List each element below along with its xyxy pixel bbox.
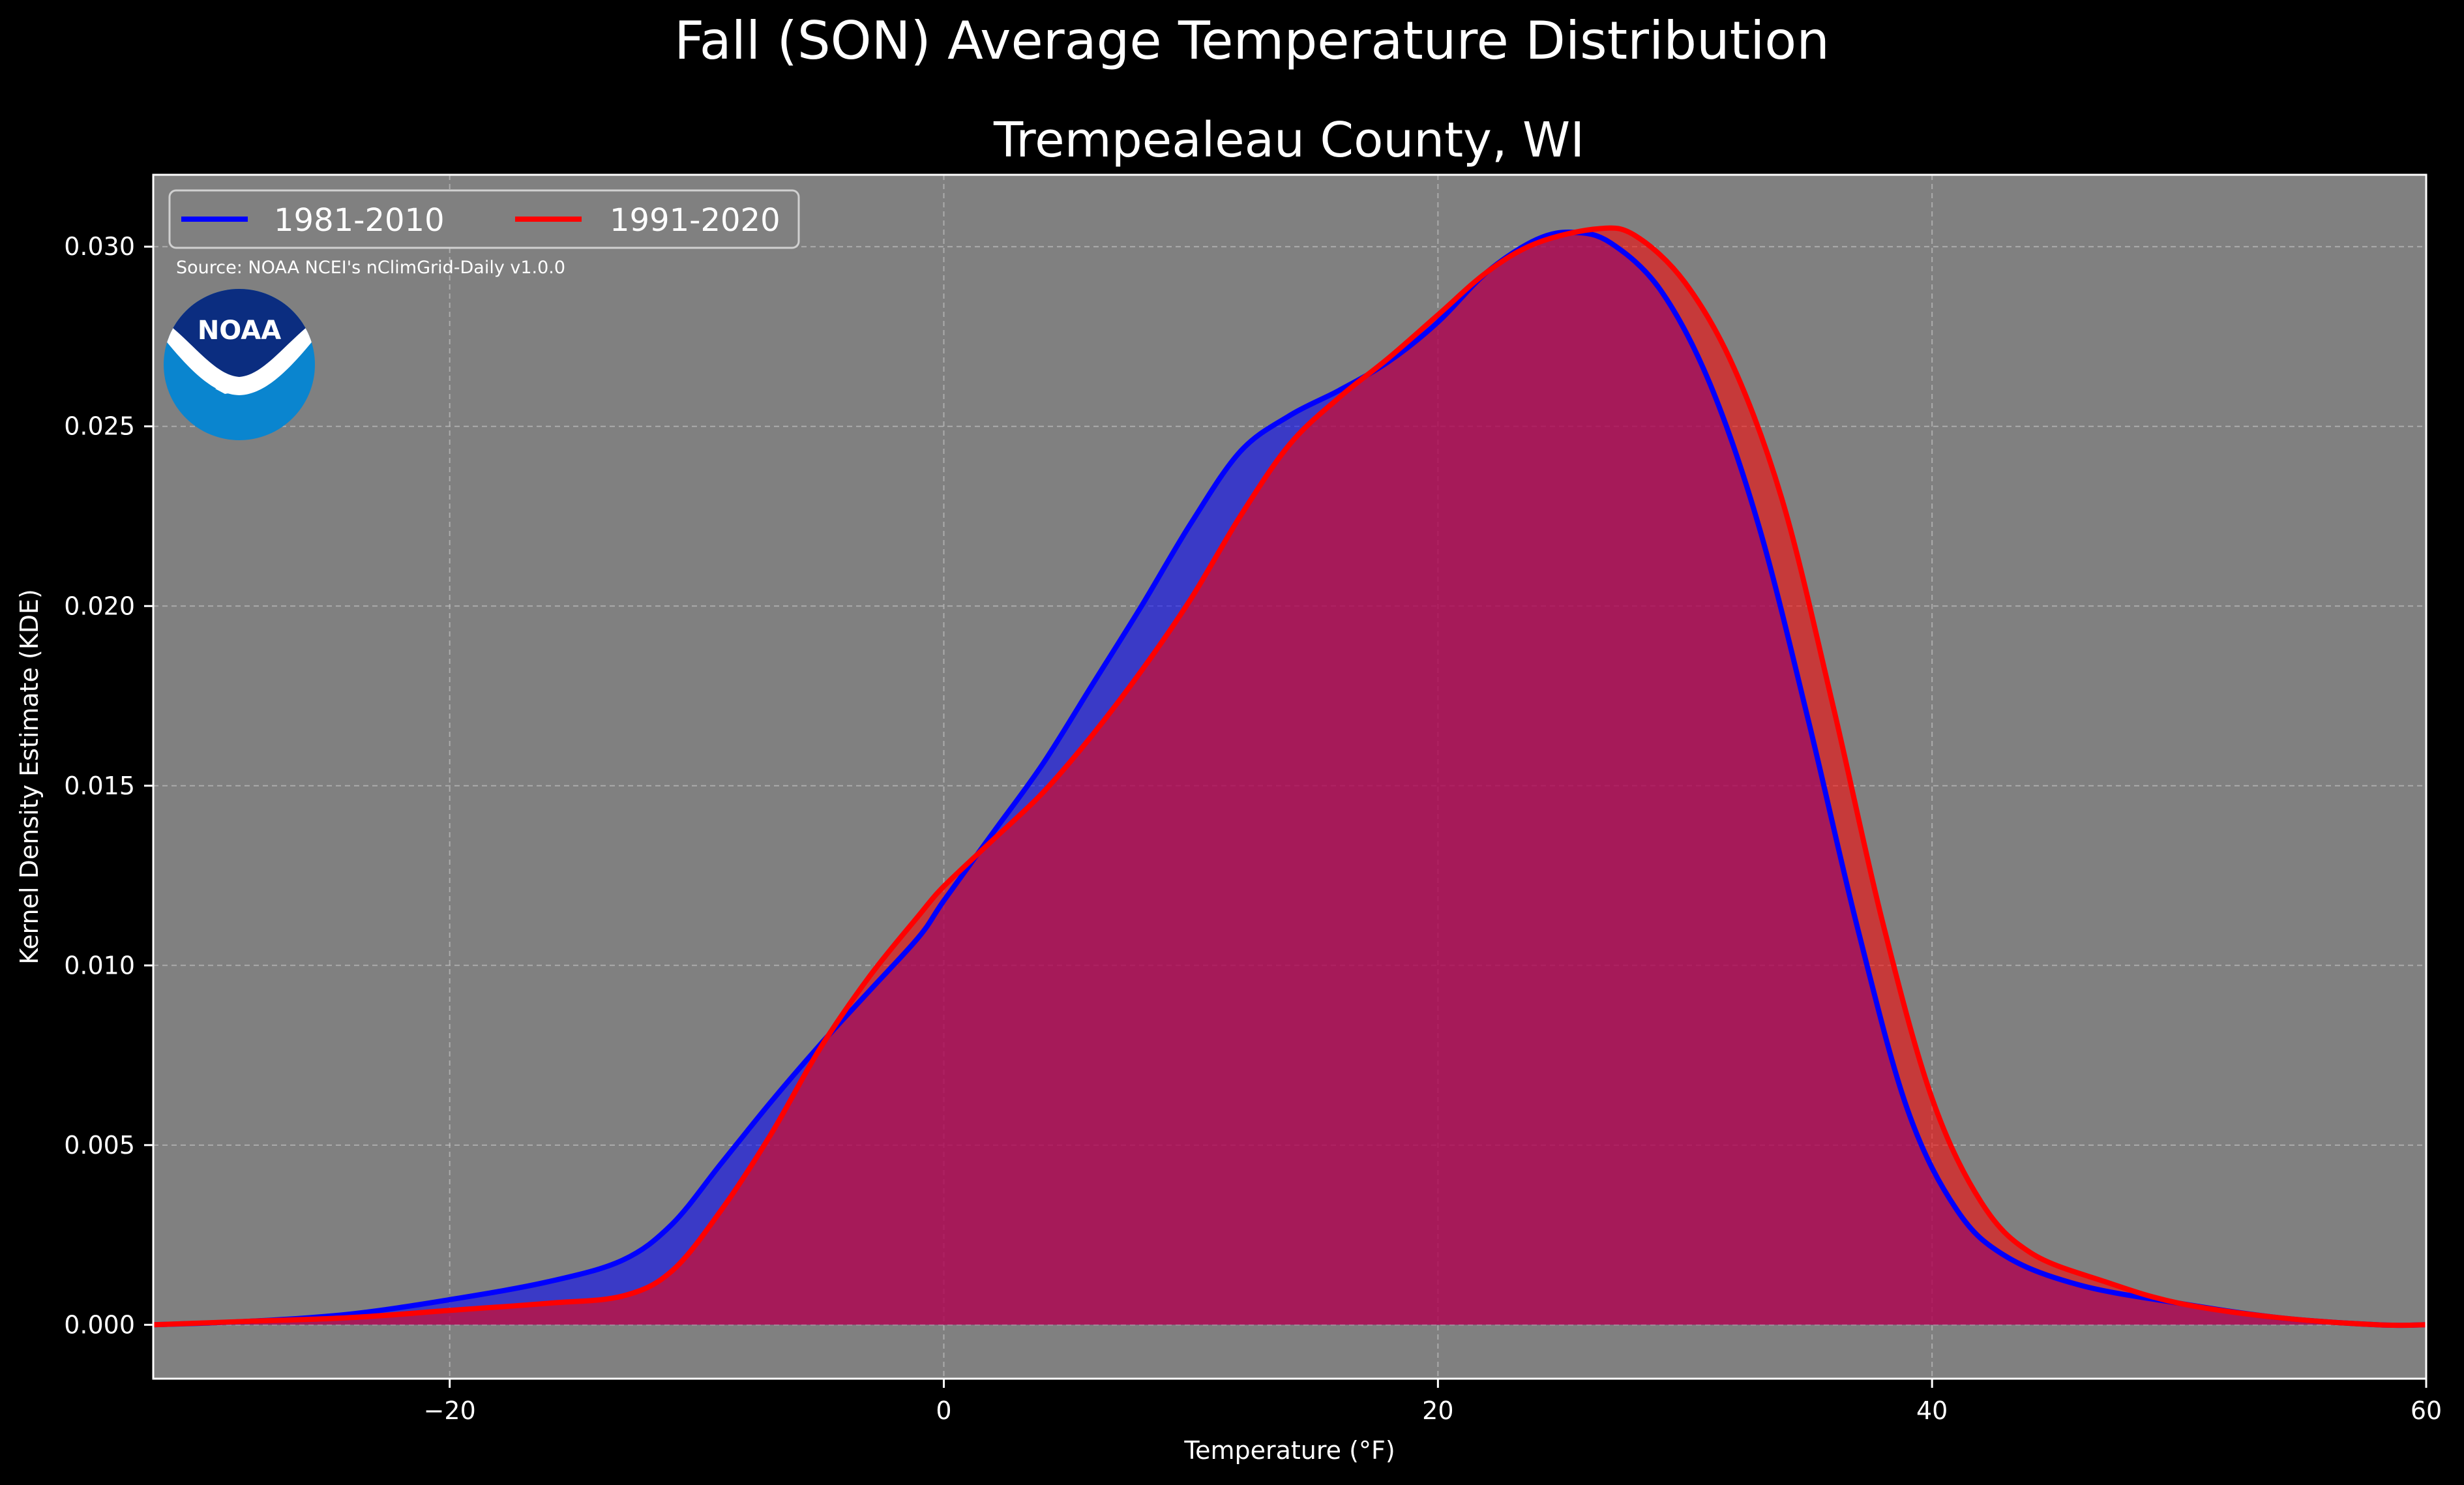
x-axis-ticks: −20 0 20 40 60 — [424, 1379, 2442, 1425]
legend-label-1981-2010: 1981-2010 — [274, 202, 445, 239]
line-1991-2020 — [153, 225, 2427, 1328]
y-axis-ticks: 0.000 0.005 0.010 0.015 0.020 0.025 0.030 — [64, 232, 153, 1339]
density-lines — [153, 225, 2427, 1328]
chart-title: Fall (SON) Average Temperature Distribut… — [674, 10, 1830, 71]
x-tick-label: 0 — [936, 1396, 951, 1425]
y-tick-label: 0.000 — [64, 1310, 135, 1339]
logo-text: NOAA — [198, 316, 281, 346]
y-tick-label: 0.005 — [64, 1131, 135, 1160]
y-tick-label: 0.030 — [64, 232, 135, 261]
x-tick-label: 20 — [1422, 1396, 1453, 1425]
seagull-icon — [164, 321, 315, 395]
plot-frame — [152, 173, 2427, 1380]
y-tick-label: 0.015 — [64, 772, 135, 800]
y-axis-label: Kernel Density Estimate (KDE) — [15, 589, 44, 965]
x-tick-label: 40 — [1916, 1396, 1948, 1425]
legend-box — [168, 189, 800, 249]
noaa-logo: NOAA — [164, 289, 315, 440]
density-fills — [153, 228, 2426, 1326]
legend: 1981-2010 1991-2020 — [168, 189, 800, 249]
y-tick-label: 0.010 — [64, 951, 135, 980]
legend-label-1991-2020: 1991-2020 — [610, 202, 780, 239]
source-note: Source: NOAA NCEI's nClimGrid-Daily v1.0… — [176, 258, 565, 278]
line-1981-2010 — [153, 229, 2427, 1328]
area-1991-2020 — [153, 228, 2426, 1326]
x-tick-label: 60 — [2411, 1396, 2442, 1425]
x-axis-label: Temperature (°F) — [1183, 1436, 1395, 1465]
y-tick-label: 0.025 — [64, 412, 135, 441]
x-tick-label: −20 — [424, 1396, 476, 1425]
chart-subtitle: Trempealeau County, WI — [993, 112, 1584, 168]
y-tick-label: 0.020 — [64, 592, 135, 620]
seagull-wing-icon — [215, 380, 273, 394]
